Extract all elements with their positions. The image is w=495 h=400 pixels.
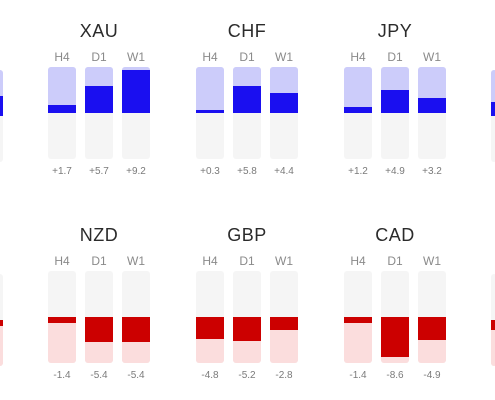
strength-bar	[85, 67, 113, 159]
timeframe-label: H4	[54, 50, 70, 64]
strength-bar	[381, 67, 409, 159]
strength-bar	[270, 67, 298, 159]
change-value: +1.2	[348, 166, 368, 177]
timeframe-label: H4	[54, 254, 70, 268]
strength-bar	[344, 67, 372, 159]
change-value: -5.4	[90, 370, 108, 381]
strength-bar	[233, 67, 261, 159]
change-value: +9.2	[126, 166, 146, 177]
change-value: -2.8	[275, 370, 293, 381]
change-value: -8.6	[386, 370, 404, 381]
strength-bar	[122, 67, 150, 159]
change-value: +3.2	[422, 166, 442, 177]
strength-bar-fill	[196, 317, 224, 339]
strength-bar-fill	[270, 93, 298, 113]
change-value: -4.8	[201, 370, 219, 381]
strength-bar	[122, 271, 150, 363]
timeframe-label: H4	[202, 254, 218, 268]
change-value: -1.4	[349, 370, 367, 381]
timeframe-label: D1	[387, 50, 403, 64]
timeframe-label: D1	[239, 50, 255, 64]
strength-bar-fill	[418, 317, 446, 340]
change-value: +4.4	[274, 166, 294, 177]
strength-bar	[381, 271, 409, 363]
strength-bar-fill	[85, 317, 113, 342]
strength-bar-fill	[196, 110, 224, 113]
strength-bar-fill	[85, 86, 113, 113]
currency-title: XAU	[79, 21, 119, 41]
strength-bar-track	[48, 317, 76, 363]
change-value: +5.8	[237, 166, 257, 177]
strength-bar	[418, 67, 446, 159]
timeframe-label: D1	[91, 50, 107, 64]
strength-bar-fill	[233, 86, 261, 113]
strength-bar-track	[196, 67, 224, 113]
strength-bar-track	[344, 317, 372, 363]
partial-bar-right-bottom	[491, 274, 495, 366]
strength-bar	[196, 271, 224, 363]
partial-bar-left-top	[0, 70, 3, 162]
timeframe-label: D1	[91, 254, 107, 268]
strength-bar-fill	[418, 98, 446, 113]
strength-bar-track	[344, 67, 372, 113]
strength-bar-fill	[344, 317, 372, 323]
change-value: +4.9	[385, 166, 405, 177]
currency-title: JPY	[377, 21, 413, 41]
timeframe-label: H4	[350, 50, 366, 64]
timeframe-label: W1	[275, 50, 293, 64]
currency-title: CAD	[375, 225, 415, 245]
timeframe-label: H4	[202, 50, 218, 64]
currency-title: CHF	[227, 21, 267, 41]
strength-bar	[344, 271, 372, 363]
strength-bar	[196, 67, 224, 159]
strength-bar	[48, 67, 76, 159]
timeframe-label: D1	[387, 254, 403, 268]
change-value: +0.3	[200, 166, 220, 177]
timeframe-label: W1	[127, 50, 145, 64]
strength-bar-fill	[122, 317, 150, 342]
timeframe-label: W1	[423, 254, 441, 268]
timeframe-label: W1	[127, 254, 145, 268]
change-value: -5.2	[238, 370, 256, 381]
timeframe-label: W1	[275, 254, 293, 268]
strength-bar	[233, 271, 261, 363]
partial-bar-right-top	[491, 70, 495, 162]
strength-bar	[85, 271, 113, 363]
strength-bar-fill	[270, 317, 298, 330]
strength-bar-fill	[233, 317, 261, 341]
strength-bar-fill	[122, 70, 150, 113]
strength-bar-fill	[48, 105, 76, 113]
change-value: +5.7	[89, 166, 109, 177]
timeframe-label: H4	[350, 254, 366, 268]
currency-title: NZD	[79, 225, 119, 245]
strength-bar-fill	[48, 317, 76, 323]
change-value: -4.9	[423, 370, 441, 381]
change-value: -1.4	[53, 370, 71, 381]
strength-bar	[418, 271, 446, 363]
strength-bar	[270, 271, 298, 363]
timeframe-label: D1	[239, 254, 255, 268]
strength-bar	[48, 271, 76, 363]
change-value: -5.4	[127, 370, 145, 381]
strength-bar-fill	[381, 90, 409, 113]
timeframe-label: W1	[423, 50, 441, 64]
currency-title: GBP	[227, 225, 267, 245]
strength-bar-fill	[344, 107, 372, 113]
strength-bar-fill	[381, 317, 409, 357]
partial-bar-left-bottom	[0, 274, 3, 366]
change-value: +1.7	[52, 166, 72, 177]
